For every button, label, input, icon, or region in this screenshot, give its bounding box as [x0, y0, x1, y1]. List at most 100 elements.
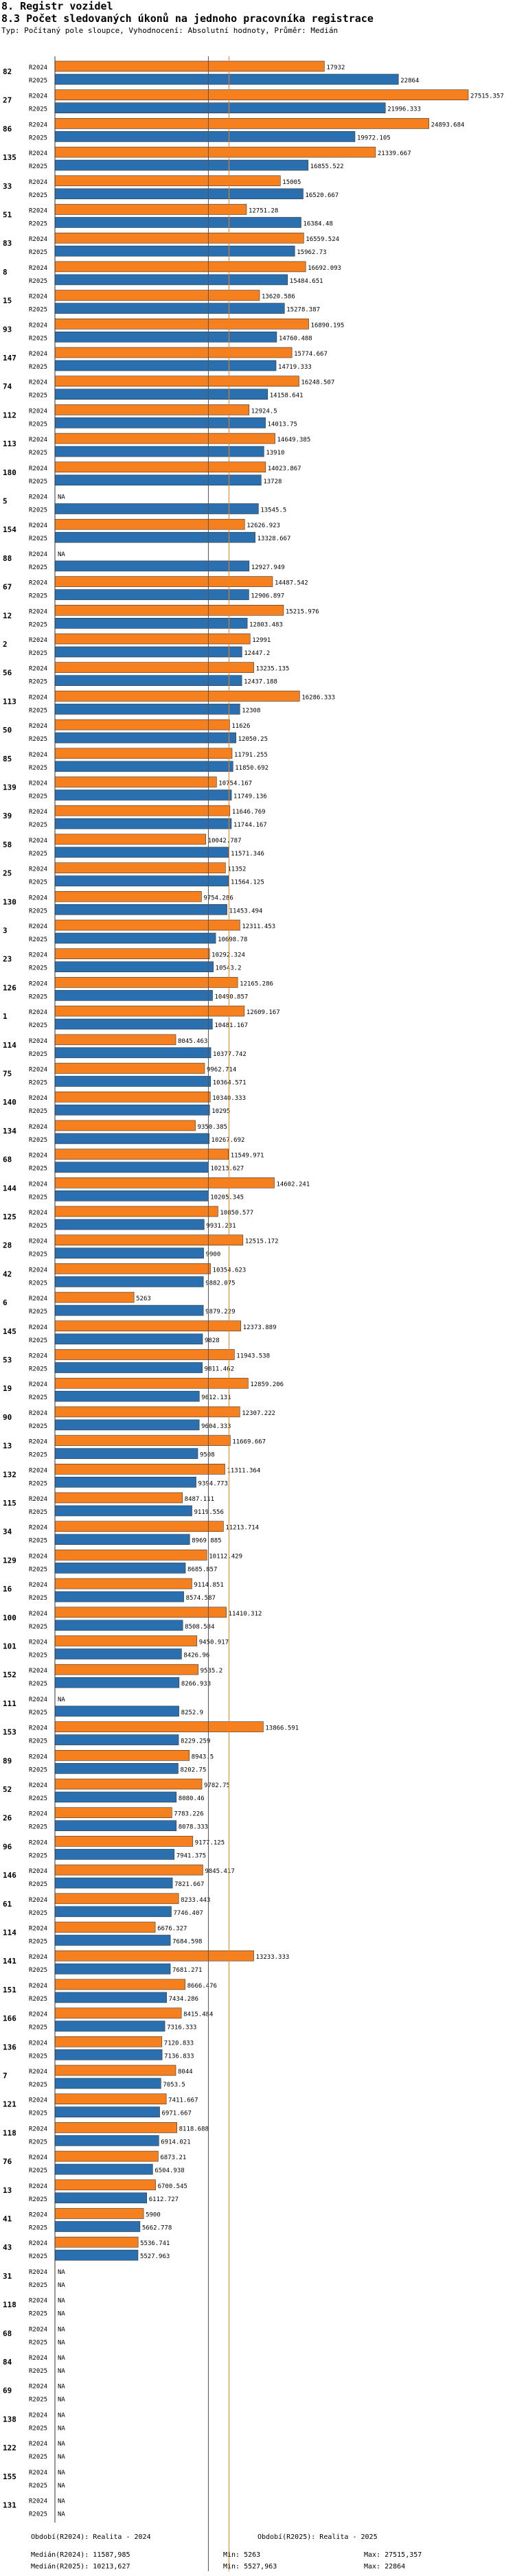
value-label: 8045.463: [178, 1038, 207, 1045]
value-label: 10267.692: [211, 1137, 245, 1144]
value-label: 10205.345: [210, 1194, 244, 1201]
category-label: 23: [3, 955, 12, 964]
category-label: 52: [3, 1785, 12, 1794]
value-label: 7821.667: [174, 1881, 204, 1888]
category-label: 166: [3, 2014, 16, 2023]
bar-2025: [54, 818, 232, 829]
bar-2025: [54, 1705, 179, 1717]
value-label: 12859.206: [250, 1381, 284, 1388]
section-title: 8. Registr vozidel: [1, 0, 113, 12]
bar-2024: [54, 2179, 156, 2191]
value-label: 10295: [211, 1108, 230, 1115]
series-label-2025: R2025: [29, 1337, 47, 1344]
value-label: 12751.28: [249, 208, 278, 215]
series-label-2024: R2024: [29, 1181, 47, 1188]
bar-2025: [54, 2221, 141, 2232]
value-label: 7746.407: [173, 1910, 203, 1917]
series-label-2024: R2024: [29, 2040, 47, 2047]
value-label: 12447.2: [244, 650, 270, 657]
series-label-2025: R2025: [29, 822, 47, 829]
bar-2025: [54, 1734, 179, 1745]
series-label-2025: R2025: [29, 1939, 47, 1946]
value-label: 11646.769: [232, 809, 266, 816]
value-label: 9845.417: [205, 1868, 234, 1875]
bar-2024: [54, 1034, 176, 1046]
series-label-2024: R2024: [29, 465, 47, 472]
series-label-2025: R2025: [29, 1423, 47, 1430]
value-label: 13728: [263, 479, 282, 485]
bar-2025: [54, 1247, 204, 1258]
category-label: 13: [3, 2186, 12, 2195]
series-label-2024: R2024: [29, 952, 47, 959]
series-label-2024: R2024: [29, 1582, 47, 1589]
bar-2025: [54, 360, 277, 371]
category-label: 140: [3, 1098, 16, 1107]
na-label: NA: [58, 2397, 65, 2404]
bar-2024: [54, 1263, 211, 1274]
category-label: 138: [3, 2415, 16, 2424]
series-label-2025: R2025: [29, 936, 47, 943]
bar-2024: [54, 118, 429, 129]
bar-2025: [54, 961, 214, 972]
category-label: 61: [3, 1900, 12, 1909]
series-label-2025: R2025: [29, 2139, 47, 2146]
category-label: 56: [3, 669, 12, 678]
value-label: 6700.545: [158, 2183, 187, 2190]
series-label-2024: R2024: [29, 294, 47, 301]
series-label-2025: R2025: [29, 2025, 47, 2032]
bar-2024: [54, 576, 273, 587]
category-label: 76: [3, 2157, 12, 2166]
bar-2025: [54, 2106, 160, 2117]
value-label: 11453.494: [229, 908, 263, 915]
series-label-2025: R2025: [29, 1137, 47, 1144]
bar-2024: [54, 461, 266, 473]
value-label: 16248.507: [301, 380, 334, 387]
series-label-2024: R2024: [29, 1926, 47, 1933]
value-label: 6676.327: [157, 1926, 187, 1933]
bar-2025: [54, 704, 240, 715]
value-label: 8044: [178, 2069, 193, 2075]
series-label-2024: R2024: [29, 1067, 47, 1074]
bar-2025: [54, 2249, 139, 2261]
bar-2024: [54, 1750, 190, 1761]
value-label: 9450.917: [199, 1640, 229, 1646]
value-label: 27515.357: [470, 93, 504, 100]
category-label: 31: [3, 2272, 12, 2281]
bar-2024: [54, 204, 247, 215]
series-label-2025: R2025: [29, 450, 47, 457]
category-label: 90: [3, 1413, 12, 1422]
category-label: 33: [3, 182, 12, 191]
value-label: 10112.429: [209, 1553, 242, 1560]
series-label-2025: R2025: [29, 1681, 47, 1688]
value-label: 10850.577: [220, 1210, 253, 1217]
series-label-2025: R2025: [29, 335, 47, 342]
series-label-2024: R2024: [29, 322, 47, 329]
series-label-2024: R2024: [29, 2183, 47, 2190]
value-label: 8508.584: [185, 1624, 214, 1631]
category-label: 134: [3, 1127, 16, 1136]
bar-2025: [54, 1104, 210, 1116]
bar-2024: [54, 2150, 159, 2162]
bar-2025: [54, 2021, 165, 2032]
bar-2025: [54, 73, 399, 85]
series-label-2024: R2024: [29, 1381, 47, 1388]
series-label-2025: R2025: [29, 1022, 47, 1029]
bar-2024: [54, 2236, 139, 2248]
series-label-2024: R2024: [29, 1668, 47, 1675]
series-label-2025: R2025: [29, 908, 47, 915]
value-label: 9350.385: [198, 1124, 227, 1131]
bar-2025: [54, 847, 229, 858]
category-label: 75: [3, 1070, 12, 1079]
bar-2025: [54, 589, 249, 600]
value-label: 8252.9: [181, 1710, 204, 1716]
category-label: 26: [3, 1814, 12, 1823]
series-label-2024: R2024: [29, 1897, 47, 1904]
na-label: NA: [58, 2269, 65, 2276]
category-label: 2: [3, 640, 8, 649]
series-label-2025: R2025: [29, 593, 47, 600]
bar-2024: [54, 146, 376, 158]
series-label-2024: R2024: [29, 2012, 47, 2019]
series-label-2024: R2024: [29, 1239, 47, 1245]
series-label-2025: R2025: [29, 163, 47, 170]
